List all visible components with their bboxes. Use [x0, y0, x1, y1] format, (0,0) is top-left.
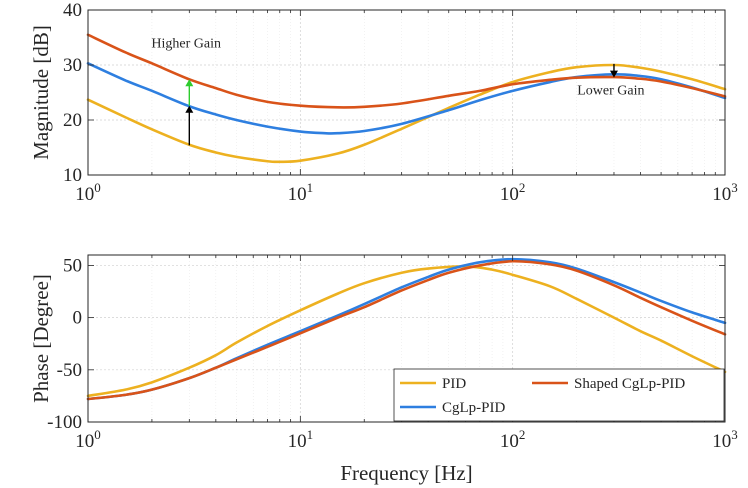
- annotation-higher-gain: Higher Gain: [151, 36, 221, 51]
- y-tick-label: -100: [47, 412, 82, 433]
- x-tick-label: 100: [75, 427, 101, 452]
- y-axis-label: Phase [Degree]: [29, 274, 53, 403]
- y-tick-label: -50: [57, 360, 82, 381]
- legend-label: CgLp-PID: [442, 400, 506, 416]
- x-tick-label: 100: [75, 180, 101, 205]
- legend-item: CgLp-PID: [400, 400, 506, 416]
- arrow-head: [609, 70, 618, 78]
- legend-item: Shaped CgLp-PID: [532, 376, 685, 392]
- y-tick-label: 50: [63, 255, 82, 276]
- legend-box: [393, 368, 725, 422]
- legend-label: PID: [442, 376, 466, 392]
- series-line-cglp-pid: [86, 62, 727, 135]
- axis-frame: [87, 9, 726, 176]
- x-tick-label: 102: [500, 427, 526, 452]
- y-tick-label: 0: [73, 308, 83, 329]
- y-tick-label: 40: [63, 0, 82, 21]
- series-line-shaped-cglp-pid: [86, 259, 727, 401]
- x-tick-label: 103: [712, 180, 738, 205]
- x-tick-label: 101: [288, 427, 314, 452]
- x-tick-label: 103: [712, 427, 738, 452]
- annotation-lower-gain: Lower Gain: [577, 84, 644, 99]
- legend-label: Shaped CgLp-PID: [574, 376, 685, 392]
- y-tick-label: 10: [63, 165, 82, 186]
- annotation-arrow: [185, 79, 194, 106]
- y-axis-label: Magnitude [dB]: [29, 25, 53, 160]
- annotation-arrow: [185, 105, 194, 146]
- arrow-head: [185, 105, 194, 113]
- arrow-head: [185, 79, 194, 87]
- series-line-pid: [86, 63, 727, 164]
- legend-item: PID: [400, 376, 466, 392]
- x-tick-label: 101: [288, 180, 314, 205]
- x-tick-label: 102: [500, 180, 526, 205]
- magnitude-panel: Higher Gain Lower Gain 100 101 102 103 10 20 30 4…: [29, 0, 738, 205]
- y-tick-label: 20: [63, 110, 82, 131]
- x-axis-label: Frequency [Hz]: [340, 461, 472, 485]
- legend: PID CgLp-PID Shaped CgLp-PID: [393, 368, 725, 422]
- axis-frame: [87, 254, 726, 423]
- phase-panel: 100 101 102 103 -100 -50 0 50 Phase [Degree] Freq…: [29, 254, 738, 485]
- y-tick-label: 30: [63, 55, 82, 76]
- series-line-shaped-cglp-pid: [86, 33, 727, 109]
- series-line-pid: [86, 265, 727, 398]
- annotation-arrow: [609, 63, 618, 78]
